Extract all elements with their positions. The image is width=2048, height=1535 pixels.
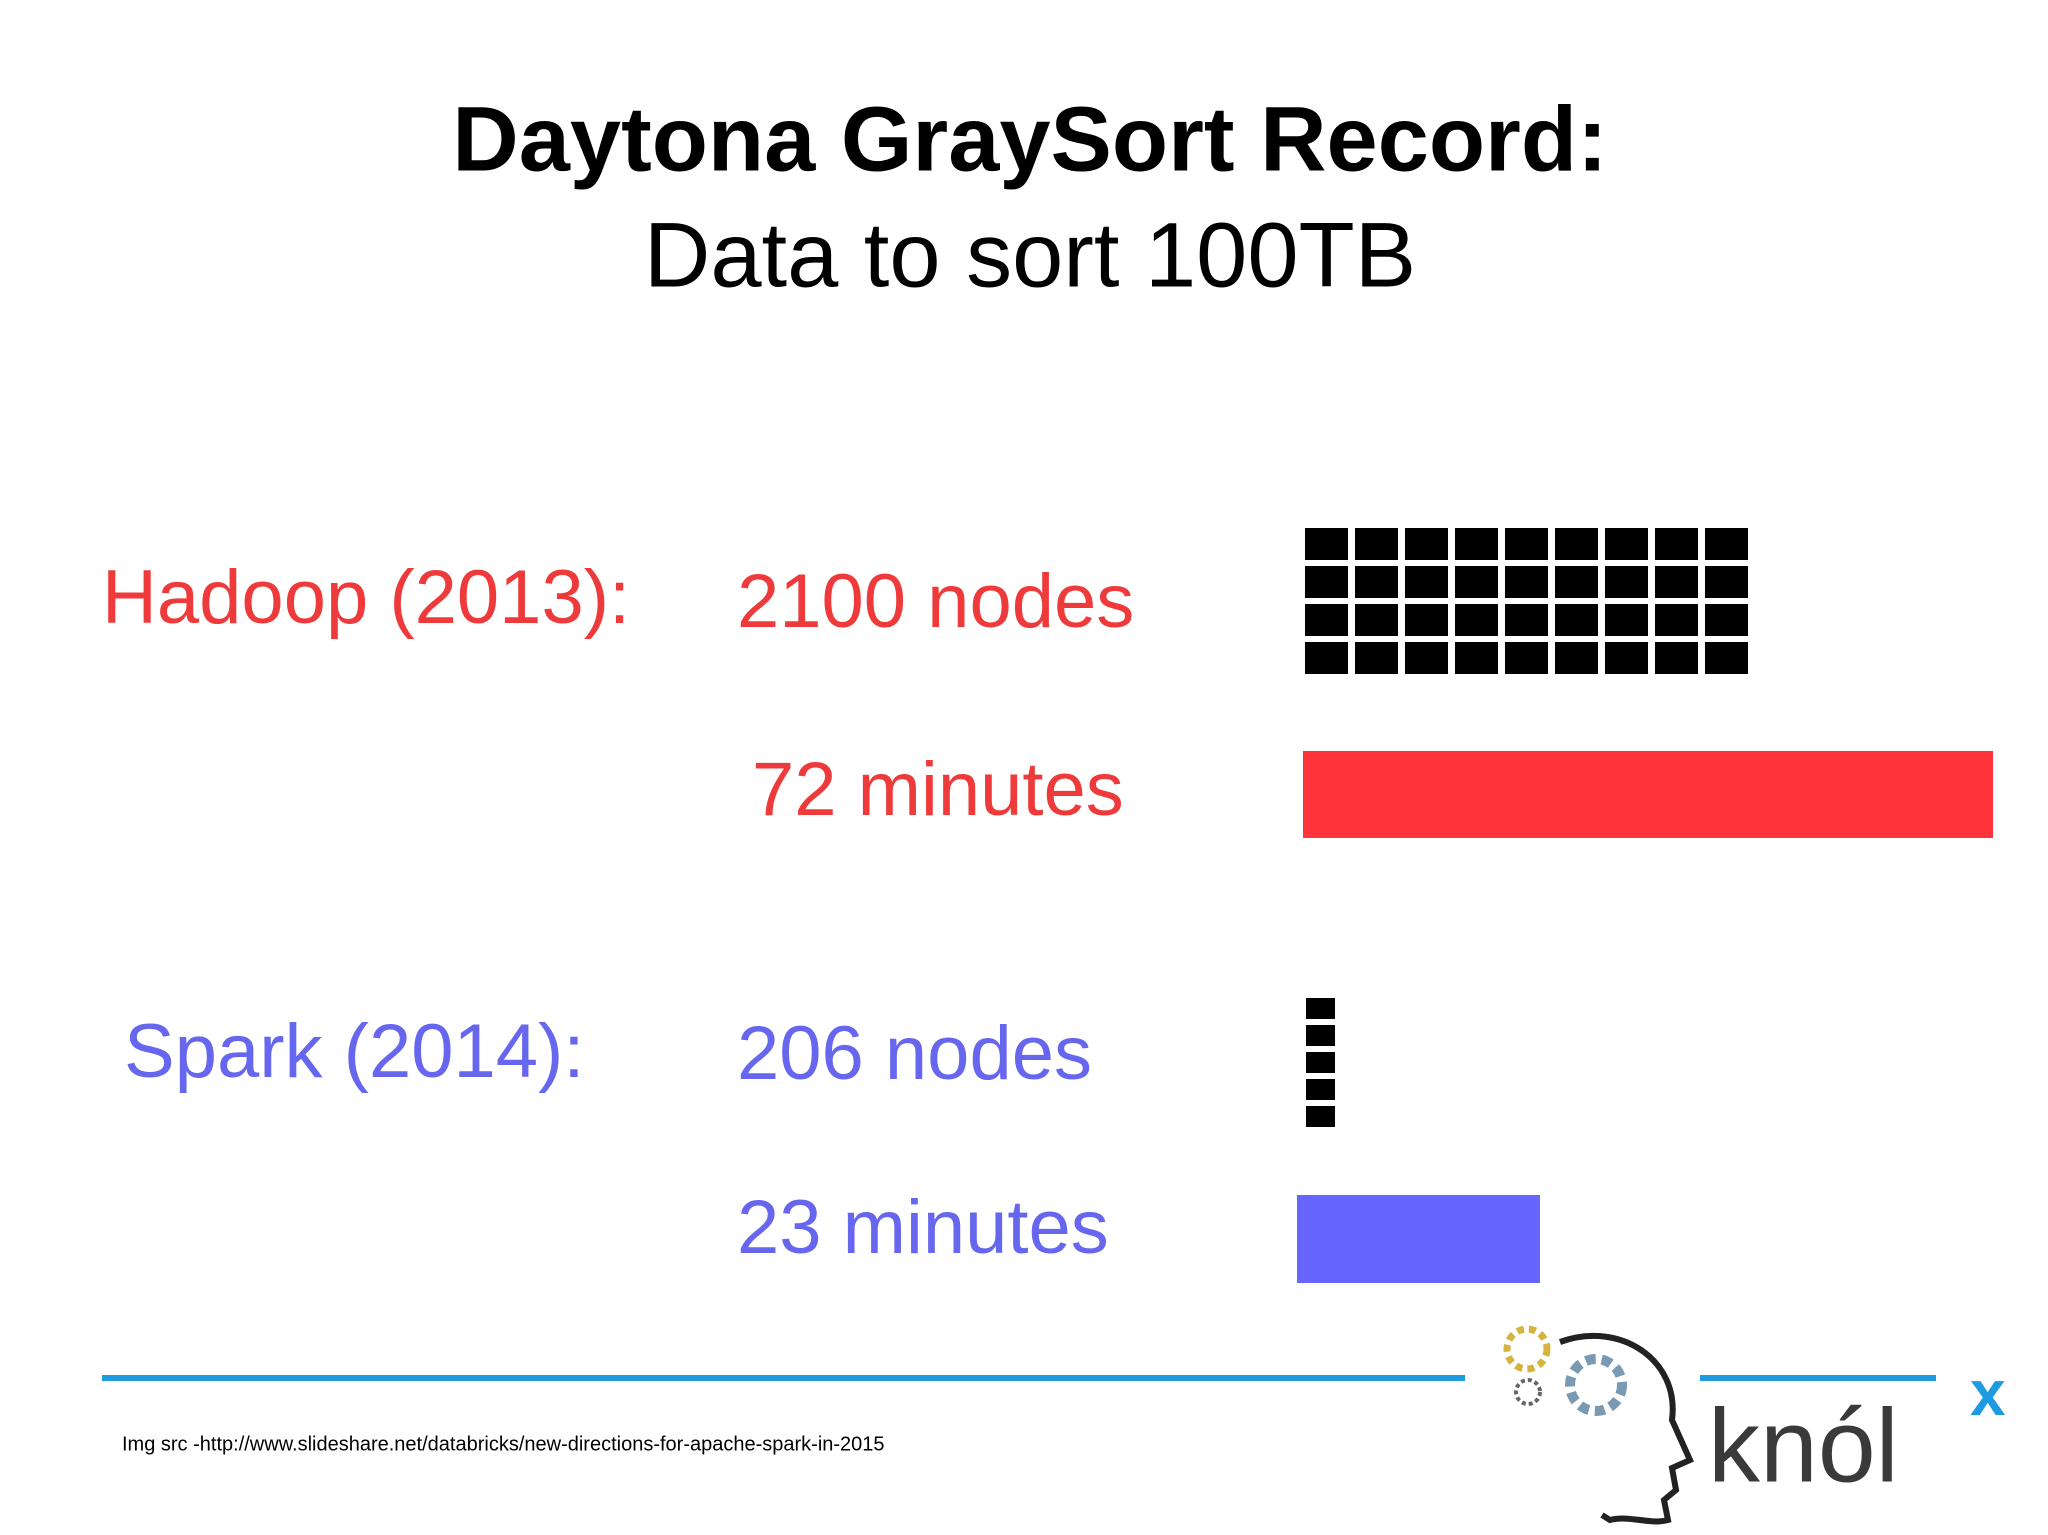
gear: [1514, 1378, 1542, 1406]
row-label: Spark (2014):: [124, 1009, 584, 1094]
node-cell: [1355, 604, 1398, 636]
node-cell: [1306, 1079, 1335, 1100]
node-cell: [1555, 604, 1598, 636]
time-label: 72 minutes: [752, 747, 1124, 832]
node-cell: [1455, 566, 1498, 598]
node-cell: [1405, 528, 1448, 560]
node-cell: [1505, 642, 1548, 674]
time-bar: [1303, 751, 1993, 838]
node-cell: [1306, 1025, 1335, 1046]
node-cell: [1655, 642, 1698, 674]
node-cell: [1705, 604, 1748, 636]
logo-superscript: x: [1970, 1357, 2006, 1429]
nodes-label: 2100 nodes: [737, 559, 1134, 644]
node-cell: [1605, 528, 1648, 560]
time-label: 23 minutes: [737, 1185, 1109, 1270]
node-cell: [1655, 566, 1698, 598]
subtitle: Data to sort 100TB: [644, 204, 1416, 306]
node-cell: [1605, 566, 1648, 598]
node-cell: [1306, 998, 1335, 1019]
node-cell: [1705, 528, 1748, 560]
node-cell: [1555, 642, 1598, 674]
node-cell: [1355, 566, 1398, 598]
row-label: Hadoop (2013):: [102, 555, 630, 640]
node-cell: [1305, 604, 1348, 636]
node-cell: [1555, 528, 1598, 560]
node-grid: [1305, 528, 1748, 674]
node-cell: [1306, 1052, 1335, 1073]
head-outline: [1558, 1332, 1694, 1525]
node-cell: [1405, 604, 1448, 636]
node-cell: [1605, 604, 1648, 636]
node-cell: [1705, 642, 1748, 674]
node-cell: [1355, 642, 1398, 674]
gear: [1565, 1354, 1627, 1416]
gear: [1503, 1325, 1551, 1373]
node-cell: [1455, 604, 1498, 636]
node-cell: [1705, 566, 1748, 598]
node-cell: [1655, 604, 1698, 636]
node-grid: [1306, 998, 1335, 1127]
node-cell: [1405, 566, 1448, 598]
node-cell: [1305, 642, 1348, 674]
time-bar: [1297, 1195, 1540, 1283]
node-cell: [1605, 642, 1648, 674]
node-cell: [1505, 528, 1548, 560]
footnote: Img src -http://www.slideshare.net/datab…: [122, 1433, 885, 1455]
node-cell: [1505, 566, 1548, 598]
nodes-label: 206 nodes: [737, 1011, 1092, 1096]
node-cell: [1655, 528, 1698, 560]
node-cell: [1305, 528, 1348, 560]
node-cell: [1455, 642, 1498, 674]
node-cell: [1355, 528, 1398, 560]
node-cell: [1505, 604, 1548, 636]
logo: knól x: [1503, 1325, 2006, 1525]
node-cell: [1306, 1106, 1335, 1127]
node-cell: [1455, 528, 1498, 560]
node-cell: [1305, 566, 1348, 598]
node-cell: [1555, 566, 1598, 598]
logo-text: knól: [1708, 1388, 1899, 1504]
node-cell: [1405, 642, 1448, 674]
title: Daytona GraySort Record:: [452, 88, 1607, 190]
